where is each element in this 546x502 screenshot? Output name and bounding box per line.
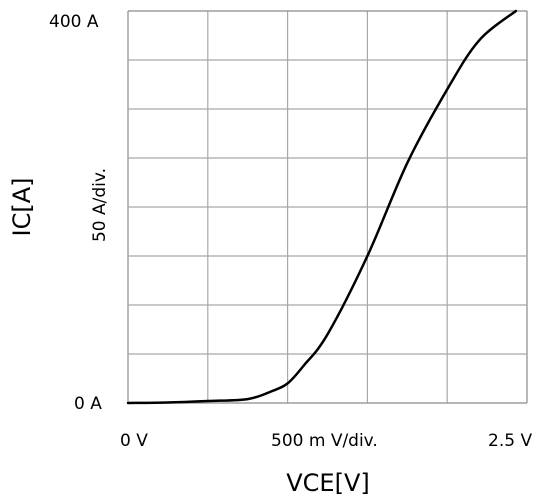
x-min-label: 0 V: [120, 431, 148, 451]
y-min-label: 0 A: [74, 394, 102, 414]
grid: [127, 10, 528, 404]
y-scale-label: 50 A/div.: [90, 168, 110, 242]
x-max-label: 2.5 V: [488, 431, 532, 451]
x-axis-title: VCE[V]: [286, 469, 369, 497]
x-scale-label: 500 m V/div.: [271, 431, 378, 451]
y-max-label: 400 A: [49, 12, 99, 32]
y-axis-title: IC[A]: [8, 178, 36, 237]
ic-vce-curve: [126, 9, 518, 405]
